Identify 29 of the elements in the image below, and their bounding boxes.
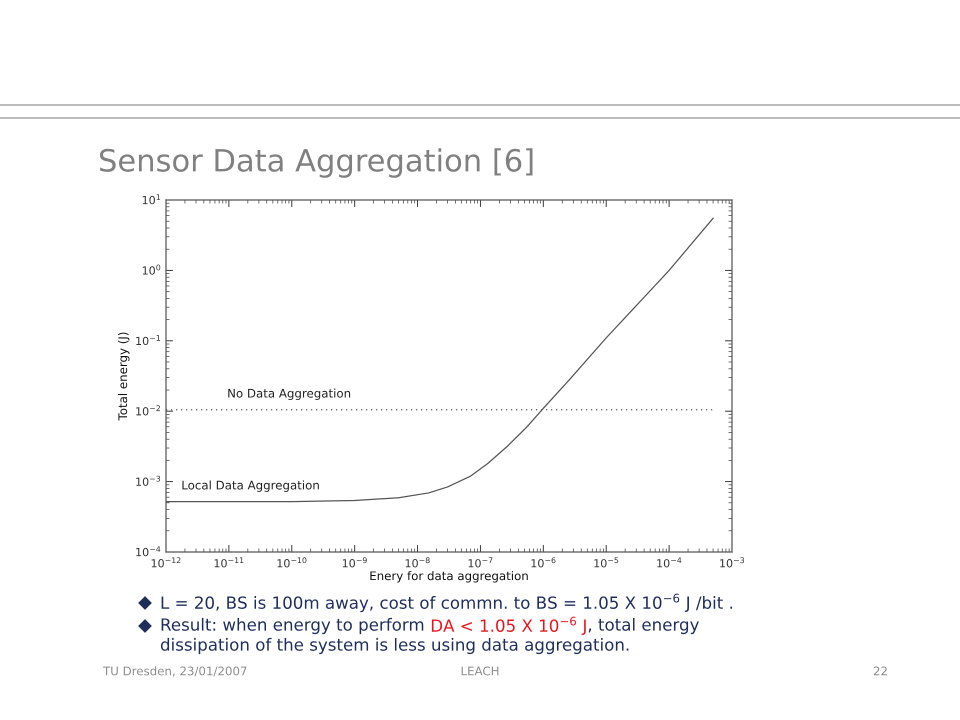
y-axis-title: Total energy (J): [118, 332, 130, 420]
text: L = 20, BS is 100m away, cost of commn. to BS = 1.05 X 10$^{−6}$ J /bit .: [162, 594, 732, 612]
x-tick-label: 10$^{−7}$: [468, 557, 492, 568]
x-tick-label: 10$^{−10}$: [278, 557, 306, 568]
x-tick-label: 10$^{−3}$: [720, 557, 744, 568]
y-tick-label: 10$^{0}$: [142, 264, 160, 275]
text: , total energy: [588, 618, 699, 634]
text: DA < 1.05 X 10$^{−6}$ J: [432, 616, 586, 636]
x-tick-label: 10$^{−12}$: [152, 557, 180, 568]
text: Result: when energy to perform: [162, 618, 424, 634]
y-tick-label: 10$^{−2}$: [136, 405, 160, 416]
x-tick-label: 10$^{−5}$: [594, 557, 618, 568]
x-tick-label: 10$^{−6}$: [532, 557, 556, 568]
x-axis-title: Enery for data aggregation: [370, 571, 528, 583]
y-tick-label: 10$^{−1}$: [136, 335, 160, 346]
text: 22: [874, 666, 887, 676]
x-tick-label: 10$^{−4}$: [657, 557, 682, 568]
y-tick-label: 10$^{−4}$: [136, 546, 160, 556]
text: TU Dresden, 23/01/2007: [102, 666, 246, 677]
series-label: Local Data Aggregation: [182, 480, 319, 492]
x-tick-label: 10$^{−9}$: [342, 557, 367, 568]
text: LEACH: [462, 666, 498, 676]
x-tick-label: 10$^{−8}$: [406, 557, 430, 568]
y-tick-label: 10$^{1}$: [142, 194, 160, 204]
series-label: No Data Aggregation: [228, 388, 350, 400]
chart-title: Sensor Data Aggregation [6]: [100, 148, 533, 178]
text: dissipation of the system is less using data aggregation.: [160, 638, 628, 654]
y-tick-label: 10$^{−3}$: [136, 476, 160, 486]
x-tick-label: 10$^{−11}$: [214, 557, 244, 568]
